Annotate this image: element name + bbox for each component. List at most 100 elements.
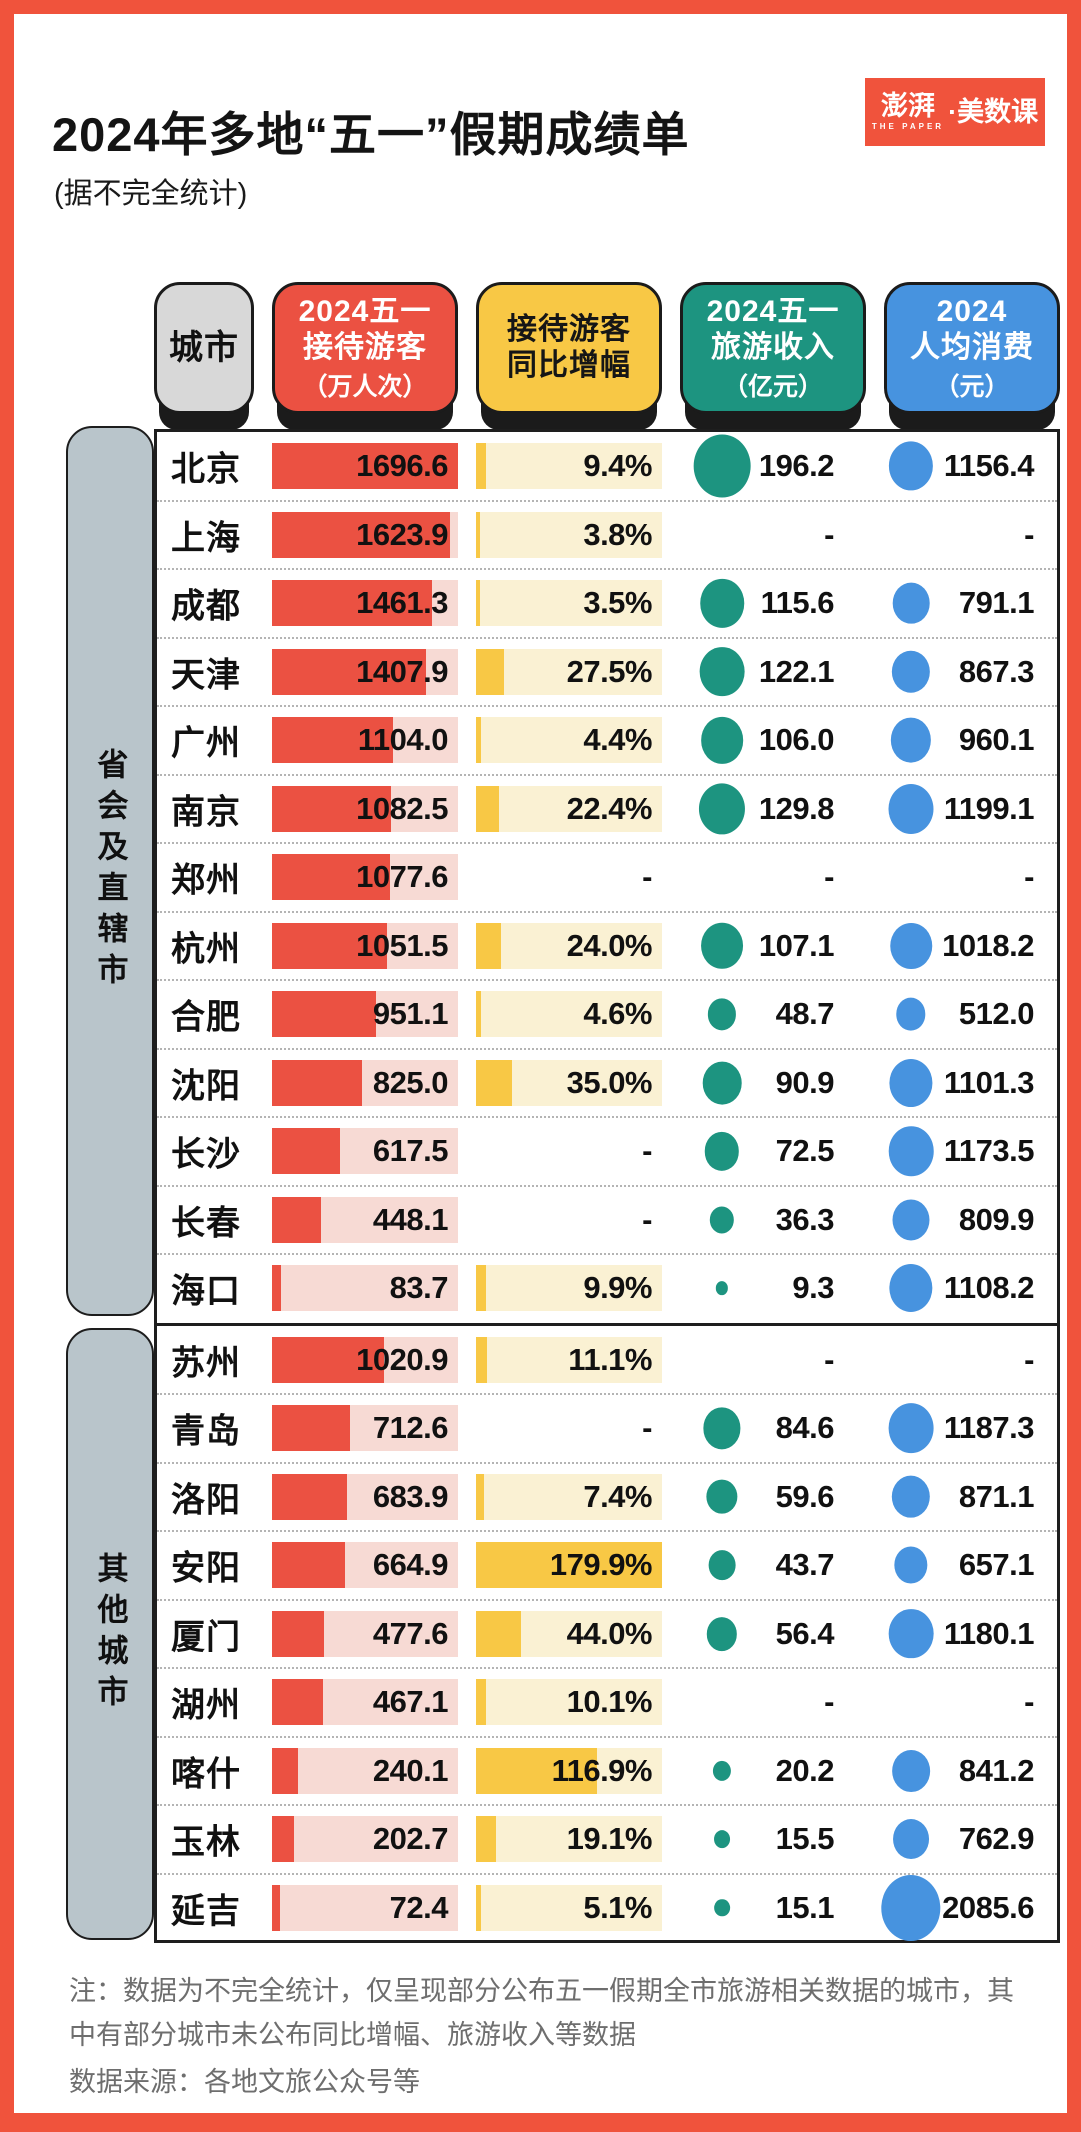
spend-value: 809.9	[958, 1201, 1035, 1237]
growth-bar	[476, 1679, 487, 1726]
revenue-circle	[704, 1132, 740, 1171]
header-spend-line2: 人均消费	[910, 330, 1034, 364]
growth-value: -	[642, 1201, 652, 1237]
city-name: 成都	[171, 587, 241, 626]
city-name: 沈阳	[171, 1067, 241, 1106]
visitors-value: 683.9	[372, 1478, 449, 1514]
growth-value: 9.9%	[583, 1270, 652, 1306]
growth-bar-track	[476, 648, 662, 695]
table-row: 合肥 951.1 4.6% 48.7 512.0	[157, 979, 1057, 1049]
growth-value: 44.0%	[566, 1615, 653, 1651]
growth-value: -	[642, 1410, 652, 1446]
spend-value: 1018.2	[942, 927, 1034, 963]
revenue-circle	[702, 1061, 742, 1105]
visitors-bar	[272, 1473, 347, 1520]
visitors-bar	[272, 511, 451, 558]
growth-value: -	[642, 859, 652, 895]
table-row: 广州 1104.0 4.4% 106.0 960.1	[157, 705, 1057, 775]
spend-circle	[894, 1546, 928, 1584]
group-label-capitals: 省会及直辖市	[92, 748, 128, 994]
city-name: 合肥	[171, 998, 241, 1037]
visitors-bar-track	[272, 1610, 458, 1657]
revenue-value: 9.3	[792, 1270, 834, 1306]
visitors-bar-track	[272, 511, 458, 558]
city-name: 北京	[171, 450, 241, 489]
city-name: 厦门	[171, 1618, 241, 1657]
visitors-bar	[272, 580, 433, 627]
growth-bar-track	[476, 785, 662, 832]
visitors-bar-track	[272, 648, 458, 695]
growth-value: 22.4%	[566, 790, 653, 826]
growth-bar-track	[476, 1059, 662, 1106]
growth-bar	[476, 785, 500, 832]
spend-circle	[896, 997, 926, 1031]
visitors-bar	[272, 1405, 351, 1452]
visitors-value: 202.7	[372, 1821, 449, 1857]
visitors-value: 467.1	[372, 1684, 449, 1720]
table-row: 杭州 1051.5 24.0% 107.1 1018.2	[157, 910, 1057, 981]
table-group: 苏州 1020.9 11.1% - - 青岛 712.6 - 84.6 1187.3 洛阳 683.9…	[157, 1322, 1057, 1943]
revenue-circle	[693, 434, 751, 498]
growth-bar-track	[476, 1679, 662, 1726]
spend-value: 762.9	[958, 1821, 1035, 1857]
growth-bar-track	[476, 1336, 662, 1383]
header-col-spend: 2024 人均消费 （元）	[884, 282, 1060, 430]
spend-circle	[888, 783, 934, 834]
visitors-value: 1082.5	[356, 790, 448, 826]
growth-value: 27.5%	[566, 653, 653, 689]
city-name: 青岛	[171, 1412, 241, 1451]
growth-value: 179.9%	[549, 1547, 653, 1583]
logo-brand-name: 澎湃	[880, 91, 935, 121]
footer-notes: 注：数据为不完全统计，仅呈现部分公布五一假期全市旅游相关数据的城市，其中有部分城…	[69, 1970, 1029, 2105]
visitors-bar-track	[272, 1884, 458, 1931]
growth-bar	[476, 1816, 496, 1863]
revenue-circle	[707, 998, 737, 1030]
spend-circle	[889, 1058, 933, 1107]
revenue-circle	[708, 1550, 736, 1581]
visitors-bar-track	[272, 785, 458, 832]
table-row: 天津 1407.9 27.5% 122.1 867.3	[157, 636, 1057, 707]
city-name: 广州	[171, 724, 241, 763]
revenue-value: 20.2	[775, 1752, 835, 1788]
growth-bar	[476, 1473, 484, 1520]
visitors-bar	[272, 1265, 282, 1312]
visitors-bar-track	[272, 443, 458, 490]
visitors-bar-track	[272, 1747, 458, 1794]
table-row: 海口 83.7 9.9% 9.3 1108.2	[157, 1253, 1057, 1323]
visitors-value: 1623.9	[356, 516, 448, 552]
page-subtitle: (据不完全统计)	[54, 178, 248, 210]
table-row: 北京 1696.6 9.4% 196.2 1156.4	[157, 432, 1057, 501]
revenue-circle	[706, 1616, 738, 1651]
city-name: 安阳	[171, 1549, 241, 1588]
growth-bar-track	[476, 991, 662, 1038]
city-name: 上海	[171, 519, 241, 558]
growth-bar	[476, 991, 481, 1038]
spend-value: 960.1	[958, 722, 1035, 758]
growth-value: 4.6%	[583, 996, 652, 1032]
growth-value: 24.0%	[566, 927, 653, 963]
group-label-others: 其他城市	[92, 1552, 128, 1716]
growth-value: 19.1%	[566, 1821, 653, 1857]
revenue-circle	[701, 922, 743, 970]
city-name: 杭州	[171, 930, 241, 969]
visitors-bar	[272, 717, 394, 764]
city-name: 湖州	[171, 1686, 241, 1725]
growth-bar	[476, 1059, 513, 1106]
growth-bar	[476, 1542, 662, 1589]
note-text: 注：数据为不完全统计，仅呈现部分公布五一假期全市旅游相关数据的城市，其中有部分城…	[69, 1976, 1014, 2050]
growth-value: 35.0%	[566, 1064, 653, 1100]
growth-bar-track	[476, 1542, 662, 1589]
spend-circle	[888, 1126, 934, 1176]
spend-value: 791.1	[958, 585, 1035, 621]
visitors-value: 1461.3	[356, 585, 448, 621]
table-row: 玉林 202.7 19.1% 15.5 762.9	[157, 1804, 1057, 1874]
header-col-revenue: 2024五一 旅游收入 （亿元）	[680, 282, 866, 430]
visitors-value: 477.6	[372, 1615, 449, 1651]
revenue-value: 129.8	[758, 790, 835, 826]
header-col-growth: 接待游客 同比增幅	[476, 282, 662, 430]
header-revenue-unit: （亿元）	[722, 372, 823, 401]
growth-bar	[476, 1610, 522, 1657]
revenue-value: 90.9	[775, 1064, 835, 1100]
spend-value: 1180.1	[943, 1615, 1035, 1651]
spend-value: -	[1024, 1341, 1034, 1377]
